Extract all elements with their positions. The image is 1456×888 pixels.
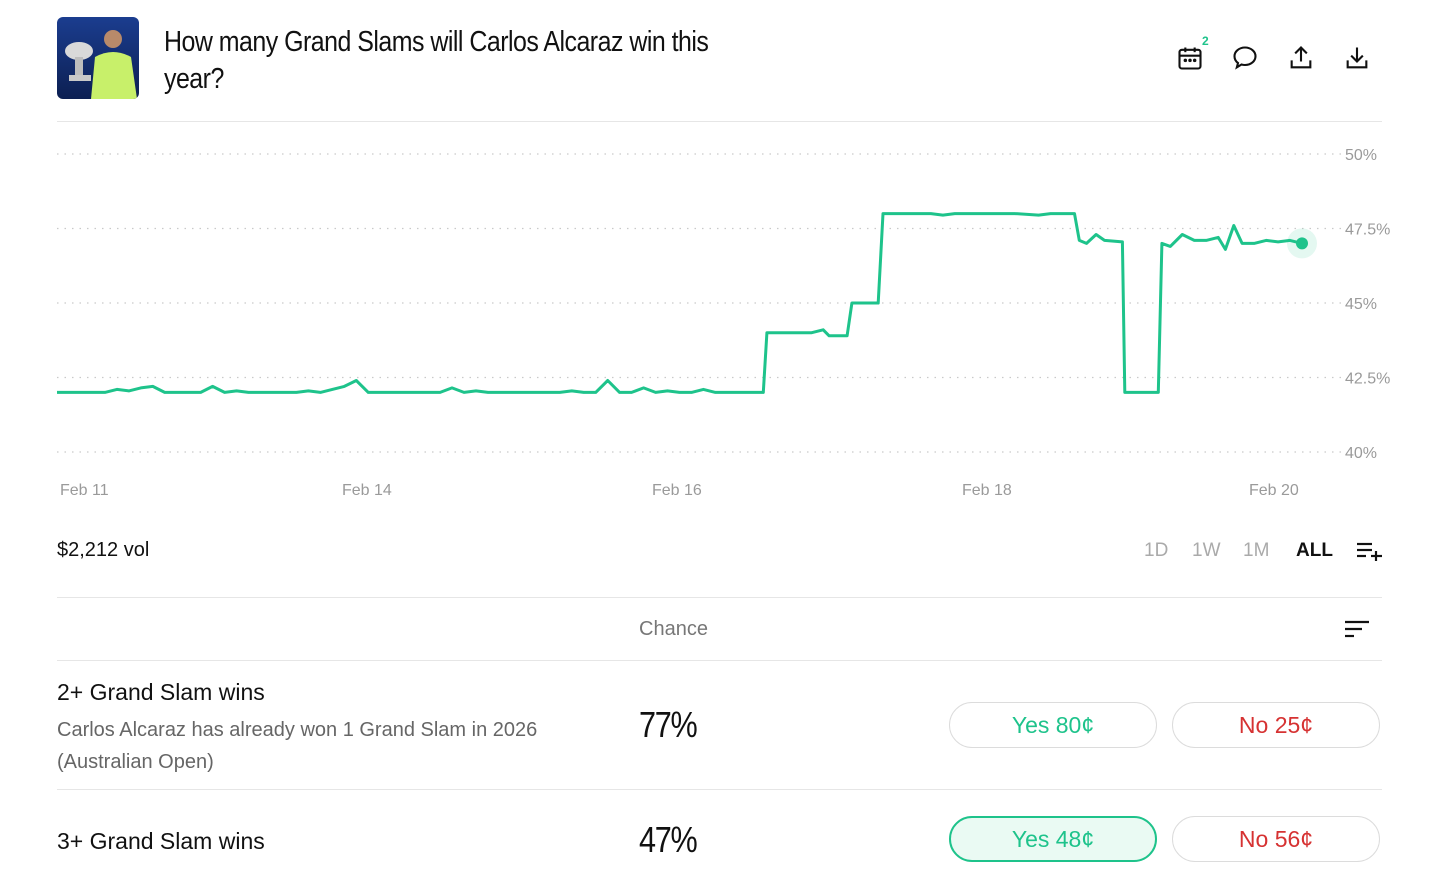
- x-tick-label: Feb 14: [342, 482, 392, 499]
- comment-icon: [1233, 46, 1257, 70]
- x-tick-label: Feb 11: [60, 482, 109, 499]
- price-chart: 50% 47.5% 45% 42.5% 40% Feb 11 Feb 14 Feb 16 Feb…: [0, 125, 1456, 505]
- x-tick-label: Feb 16: [652, 482, 702, 499]
- calendar-button[interactable]: [1172, 40, 1208, 76]
- buy-yes-button[interactable]: Yes 80¢: [949, 702, 1157, 748]
- y-tick-label: 47.5%: [1345, 222, 1390, 239]
- outcome-title: 3+ Grand Slam wins: [57, 828, 265, 854]
- outcome-chance: 77%: [639, 704, 698, 745]
- range-1w[interactable]: 1W: [1192, 540, 1221, 561]
- download-icon: [1346, 47, 1368, 69]
- header-divider: [57, 121, 1382, 122]
- row-divider: [57, 789, 1382, 790]
- download-button[interactable]: [1339, 40, 1375, 76]
- range-1d[interactable]: 1D: [1144, 540, 1169, 561]
- x-tick-label: Feb 18: [962, 482, 1012, 499]
- sort-icon: [1345, 620, 1369, 638]
- outcome-chance: 47%: [639, 819, 698, 860]
- range-all[interactable]: ALL: [1296, 540, 1333, 561]
- buy-yes-button[interactable]: Yes 48¢: [949, 816, 1157, 862]
- volume-label: $2,212 vol: [57, 539, 150, 561]
- calendar-icon: [1178, 47, 1202, 70]
- y-tick-label: 42.5%: [1345, 371, 1390, 388]
- playlist-add-icon: [1357, 542, 1382, 561]
- chance-column-header: Chance: [639, 618, 708, 640]
- x-tick-label: Feb 20: [1249, 482, 1299, 499]
- share-button[interactable]: [1283, 40, 1319, 76]
- market-title: How many Grand Slams will Carlos Alcaraz…: [164, 26, 709, 95]
- last-point: [1296, 237, 1308, 250]
- outcome-subtitle: Carlos Alcaraz has already won 1 Grand S…: [57, 719, 538, 773]
- comment-button[interactable]: [1227, 40, 1263, 76]
- table-header-divider: [57, 660, 1382, 661]
- buy-no-button[interactable]: No 56¢: [1172, 816, 1380, 862]
- y-tick-label: 40%: [1345, 445, 1377, 462]
- price-chart-svg: 50% 47.5% 45% 42.5% 40% Feb 11 Feb 14 Feb 16 Feb…: [57, 147, 1390, 499]
- playlist-add-button[interactable]: [1356, 541, 1384, 561]
- calendar-badge: 2: [1202, 34, 1209, 48]
- y-tick-label: 45%: [1345, 296, 1377, 313]
- sort-button[interactable]: [1343, 619, 1371, 641]
- series-line: [57, 212, 1303, 394]
- outcome-title: 2+ Grand Slam wins: [57, 679, 265, 705]
- market-thumbnail: [57, 17, 139, 99]
- y-tick-label: 50%: [1345, 147, 1377, 164]
- table-top-divider: [57, 597, 1382, 598]
- buy-no-button[interactable]: No 25¢: [1172, 702, 1380, 748]
- range-1m[interactable]: 1M: [1243, 540, 1270, 561]
- share-icon: [1290, 46, 1312, 69]
